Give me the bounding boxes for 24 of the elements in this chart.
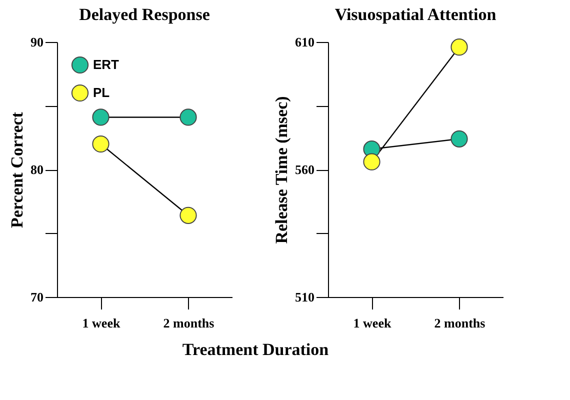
legend-label: PL — [93, 85, 110, 100]
chart-title: Visuospatial Attention — [334, 5, 497, 24]
y-tick-label: 80 — [30, 162, 44, 177]
point — [92, 135, 110, 153]
point — [450, 38, 468, 56]
y-tick-label: 70 — [30, 290, 44, 304]
x-tick-label: 1 week — [82, 316, 121, 330]
point — [180, 108, 197, 126]
y-tick-label: 510 — [295, 290, 314, 304]
point — [450, 130, 468, 148]
x-tick-label: 2 months — [163, 316, 214, 330]
x-tick-label: 2 months — [434, 316, 486, 330]
point — [180, 206, 197, 224]
x-tick-label: 1 week — [353, 316, 392, 330]
point — [363, 153, 380, 170]
y-tick-label: 560 — [295, 162, 314, 177]
y-tick-label: 90 — [30, 34, 44, 50]
legend-label: ERT — [93, 57, 120, 72]
point — [92, 108, 110, 126]
y-tick-label: 610 — [295, 34, 314, 50]
y-axis-title: Percent Correct — [8, 112, 26, 228]
chart-title: Delayed Response — [79, 5, 210, 24]
x-axis-title: Treatment Duration — [182, 340, 330, 359]
y-axis-title: Release Time (msec) — [272, 96, 291, 244]
